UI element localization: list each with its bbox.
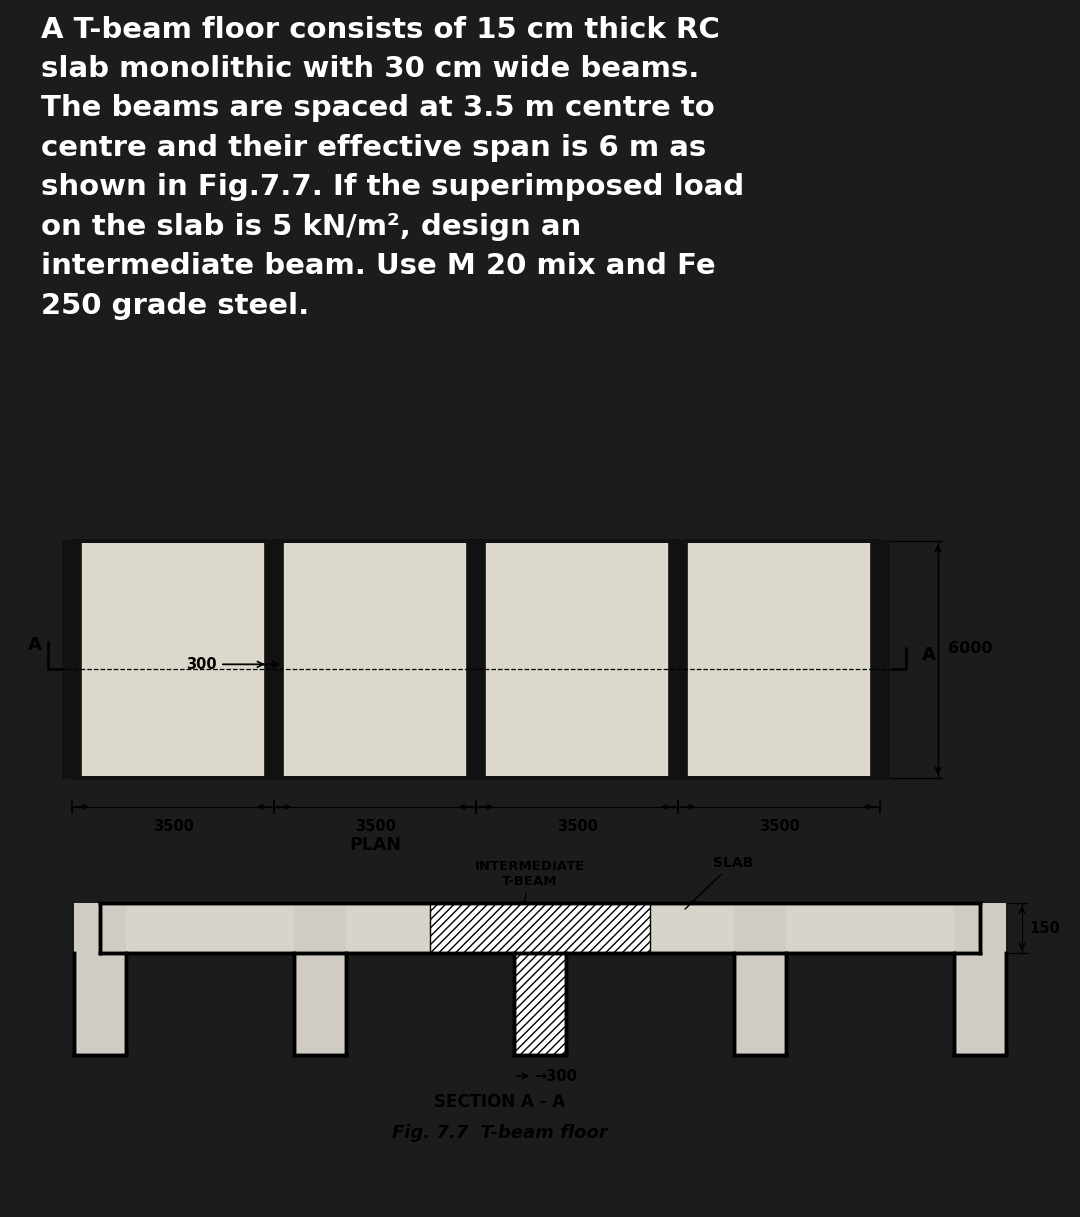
- Bar: [669, 542, 687, 778]
- Text: 150: 150: [1029, 921, 1059, 936]
- Text: 3500: 3500: [758, 819, 799, 835]
- Text: SECTION A - A: SECTION A - A: [434, 1093, 566, 1111]
- Text: →300: →300: [534, 1069, 577, 1083]
- Bar: [63, 542, 81, 778]
- Text: 3500: 3500: [152, 819, 193, 835]
- Bar: [72, 542, 880, 778]
- Bar: [734, 903, 786, 1055]
- Text: A: A: [28, 635, 42, 654]
- Bar: [514, 953, 566, 1055]
- Bar: [294, 903, 346, 1055]
- Text: 300: 300: [187, 657, 217, 672]
- Text: 6000: 6000: [948, 640, 993, 656]
- Bar: [430, 903, 650, 953]
- Bar: [100, 903, 980, 953]
- Bar: [954, 903, 1005, 1055]
- Text: A: A: [922, 646, 936, 664]
- Text: INTERMEDIATE
T-BEAM: INTERMEDIATE T-BEAM: [475, 860, 585, 933]
- Text: A T-beam floor consists of 15 cm thick RC
slab monolithic with 30 cm wide beams.: A T-beam floor consists of 15 cm thick R…: [41, 16, 744, 320]
- Text: PLAN: PLAN: [349, 836, 401, 854]
- Bar: [265, 542, 283, 778]
- Text: 3500: 3500: [556, 819, 597, 835]
- Text: 3500: 3500: [354, 819, 395, 835]
- Text: SLAB: SLAB: [685, 856, 753, 909]
- Text: Fig. 7.7  T-beam floor: Fig. 7.7 T-beam floor: [392, 1125, 608, 1143]
- Bar: [72, 542, 880, 778]
- Bar: [467, 542, 485, 778]
- Bar: [870, 542, 889, 778]
- Bar: [75, 903, 126, 1055]
